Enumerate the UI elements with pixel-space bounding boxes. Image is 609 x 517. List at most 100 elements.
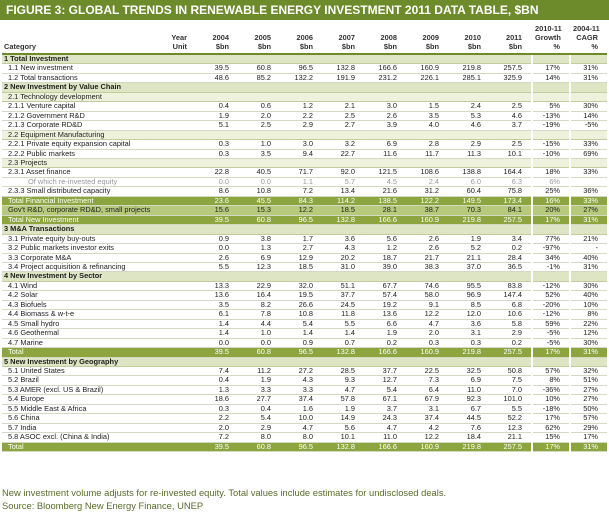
table-cell: 11.0 (364, 432, 406, 443)
table-cell (490, 82, 532, 93)
section-header-row: 4 New Investment by Sector (2, 271, 607, 282)
table-cell: 121.5 (364, 167, 406, 178)
header-col-line: CAGR (576, 33, 598, 42)
table-cell: 1.7 (280, 234, 322, 245)
table-cell: 92.3 (448, 394, 490, 405)
table-cell: 12% (569, 328, 607, 339)
row-label: 2.1.3 Corporate RD&D (2, 120, 154, 131)
table-cell: -36% (531, 385, 570, 396)
table-cell: 219.8 (448, 442, 490, 453)
table-cell (531, 158, 570, 169)
data-table: Category Year Unit 2004 $bn 2005 $bn 2006 $bn 200… (2, 24, 607, 453)
table-cell: 17% (531, 347, 570, 358)
row-label: 2 New Investment by Value Chain (2, 82, 154, 93)
table-row: 4.5 Small hydro 1.4 4.4 5.4 5.5 6.6 4.7 3.6 5.8 5… (2, 319, 607, 330)
table-cell: 164.4 (490, 167, 532, 178)
table-cell: 8.0 (280, 432, 322, 443)
table-row: 2.1.1 Venture capital 0.4 0.6 1.2 2.1 3.0 1.5 2… (2, 101, 607, 112)
table-cell (364, 130, 406, 141)
table-cell: 84.3 (280, 196, 322, 207)
table-cell: 36.5 (490, 262, 532, 273)
table-cell: 11.6 (364, 149, 406, 160)
table-cell: 38.3 (406, 262, 448, 273)
table-cell (448, 130, 490, 141)
table-cell: 67.9 (406, 394, 448, 405)
table-cell: 122.2 (406, 196, 448, 207)
table-cell: 2.2 (280, 111, 322, 122)
table-cell: 1.4 (196, 328, 238, 339)
table-cell: 6.9 (448, 375, 490, 386)
unit-cell (154, 338, 196, 349)
table-row: 2.1.3 Corporate RD&D 5.1 2.5 2.9 2.7 3.9 4.0 4.… (2, 120, 607, 131)
table-cell: 12.2 (406, 309, 448, 320)
table-cell: 166.6 (364, 63, 406, 74)
table-cell: 31.0 (322, 262, 364, 273)
table-cell: 2.6 (406, 234, 448, 245)
table-cell: 40% (569, 290, 607, 301)
table-cell: 2.0 (238, 111, 280, 122)
table-cell: 7.4 (196, 366, 238, 377)
table-cell: 12.2 (280, 205, 322, 216)
table-cell: 0.0 (238, 177, 280, 188)
table-cell: 27.7 (238, 394, 280, 405)
unit-cell (154, 234, 196, 245)
table-cell: 18.4 (448, 432, 490, 443)
row-label: 5.7 India (2, 423, 154, 434)
table-cell: 60.8 (238, 63, 280, 74)
table-cell: 2.5 (238, 120, 280, 131)
table-cell: 10% (569, 300, 607, 311)
unit-cell (154, 243, 196, 254)
unit-cell (154, 82, 196, 93)
table-cell: 2.7 (322, 120, 364, 131)
table-cell: 7.6 (448, 423, 490, 434)
table-row: 5.3 AMER (excl. US & Brazil) 1.3 3.3 3.3 4.7… (2, 385, 607, 396)
table-cell: 3.3 (238, 385, 280, 396)
row-label: 4.3 Biofuels (2, 300, 154, 311)
table-cell: 7.5 (490, 375, 532, 386)
table-cell: -1% (531, 262, 570, 273)
table-cell (196, 224, 238, 235)
table-row: 5.6 China 2.2 5.4 10.0 14.9 24.3 37.4 44.5 52.2 1… (2, 413, 607, 424)
table-cell: 6.6 (364, 319, 406, 330)
table-cell: 0.0 (196, 177, 238, 188)
header-year-unit-line: Year (171, 33, 187, 42)
table-cell: 18.5 (280, 262, 322, 273)
table-cell (196, 130, 238, 141)
table-row: 2.3.1 Asset finance 22.8 40.5 71.7 92.0 121.5… (2, 167, 607, 178)
table-cell: 6.8 (490, 300, 532, 311)
table-cell: 2.9 (490, 328, 532, 339)
table-cell (569, 224, 607, 235)
table-cell: 28.4 (490, 253, 532, 263)
table-cell: 5.4 (364, 385, 406, 396)
table-cell: 18.6 (196, 394, 238, 405)
table-cell: 39.5 (196, 347, 238, 358)
table-cell: 1.2 (364, 243, 406, 254)
table-row: 2.2.1 Private equity expansion capital 0.… (2, 139, 607, 150)
table-cell (569, 54, 607, 65)
table-cell: 21.1 (490, 432, 532, 443)
table-cell: 34% (531, 253, 570, 263)
table-row: 2.1.2 Government R&D 1.9 2.0 2.2 2.5 2.6 3.5 5.… (2, 111, 607, 122)
table-cell (196, 92, 238, 103)
table-cell: 4.3 (322, 243, 364, 254)
table-cell (569, 177, 607, 188)
table-cell (238, 92, 280, 103)
table-cell: 31% (569, 63, 607, 74)
unit-cell (154, 404, 196, 415)
table-cell: 3.6 (322, 234, 364, 245)
table-cell: 74.6 (406, 281, 448, 292)
header-col-line: % (553, 42, 560, 51)
table-cell (196, 54, 238, 65)
table-cell: 58.0 (406, 290, 448, 301)
table-cell: 5.5 (196, 262, 238, 273)
header-year-unit: Year Unit (154, 24, 196, 55)
footer-note: New investment volume adjusts for re-inv… (2, 487, 447, 498)
table-cell (196, 271, 238, 282)
table-cell: 23.6 (196, 196, 238, 207)
table-cell (322, 130, 364, 141)
table-cell: 257.5 (490, 63, 532, 74)
table-row: 4.6 Geothermal 1.4 1.0 1.4 1.4 1.9 2.0 3.1 2.9 -5… (2, 328, 607, 339)
section-header-row: 3 M&A Transactions (2, 224, 607, 235)
table-cell: -12% (531, 309, 570, 320)
table-cell: 0.4 (196, 375, 238, 386)
